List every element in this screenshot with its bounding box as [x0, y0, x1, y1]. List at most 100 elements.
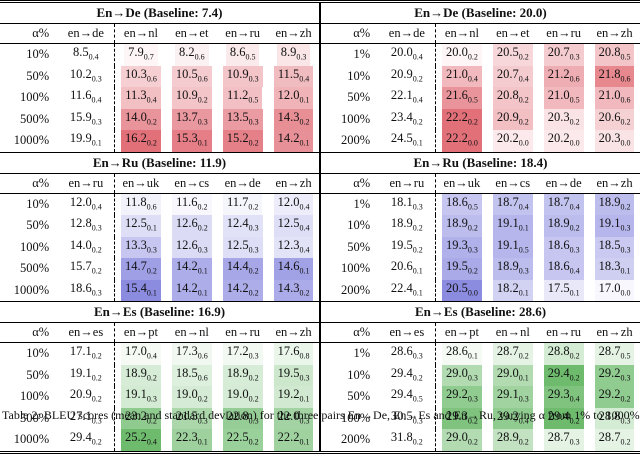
score-cell: 18.90.2 — [115, 364, 166, 386]
alpha-label: 50% — [347, 90, 371, 105]
score-std: 0.4 — [146, 95, 157, 105]
column-header: en→nl — [166, 323, 218, 343]
data-row: 50% 19.50.2 19.30.3 19.10.5 18.60.3 18.50.3 — [321, 236, 640, 258]
score-cell: 29.40.2 — [57, 429, 116, 451]
score-std: 0.2 — [412, 373, 423, 382]
alpha-label: 200% — [341, 282, 371, 297]
score-cell: 14.40.2 — [217, 258, 268, 280]
score-std: 0.2 — [518, 95, 529, 105]
column-header: en→nl — [114, 24, 167, 44]
score-mean: 12.5 — [226, 237, 249, 252]
score: 13.30.3 — [120, 236, 161, 258]
score: 12.50.1 — [120, 215, 161, 237]
score: 24.50.1 — [387, 130, 427, 152]
score-cell: 28.70.3 — [538, 429, 589, 451]
score-cell: 20.60.2 — [589, 108, 640, 130]
score: 28.70.2 — [492, 343, 533, 365]
alpha-label: 1000% — [13, 432, 50, 447]
score-cell: 13.50.3 — [217, 108, 268, 130]
score-std: 0.2 — [91, 437, 102, 447]
score-std: 0.3 — [569, 245, 580, 254]
score-mean: 14.7 — [124, 259, 147, 273]
score-cell: 19.30.3 — [436, 236, 487, 258]
score-cell: 15.70.2 — [57, 258, 116, 280]
score-std: 0.2 — [569, 416, 580, 425]
header-row: α% en→de en→nl en→et en→ru en→zh — [0, 24, 319, 44]
score-std: 0.1 — [467, 351, 478, 361]
column-header: en→nl — [435, 24, 488, 44]
score-std: 0.2 — [467, 437, 478, 447]
score: 29.40.2 — [66, 429, 106, 451]
score: 29.40.2 — [387, 365, 427, 387]
score: 17.10.2 — [66, 343, 106, 365]
score-std: 0.3 — [91, 416, 102, 425]
data-row: 10% 29.40.2 29.00.3 29.00.1 29.40.2 29.20.3 — [321, 364, 640, 387]
score: 8.60.5 — [225, 44, 260, 66]
score-cell: 18.70.4 — [538, 193, 589, 215]
score: 14.00.2 — [120, 108, 161, 130]
column-header: en→zh — [268, 24, 319, 44]
score-cell: 12.40.3 — [217, 215, 268, 237]
data-row: 10% 12.00.4 11.80.6 11.60.2 11.70.2 12.00.4 — [0, 193, 319, 215]
score-mean: 20.2 — [496, 131, 519, 145]
data-row: 50% 12.80.3 12.50.1 12.60.2 12.40.3 12.50.4 — [0, 215, 319, 237]
score-cell: 12.00.4 — [57, 193, 116, 215]
score-std: 0.3 — [467, 373, 478, 382]
score-mean: 21.5 — [175, 408, 198, 423]
score: 28.70.2 — [594, 429, 635, 451]
score-mean: 20.7 — [496, 66, 519, 81]
score-std: 0.4 — [299, 245, 310, 254]
data-row: 100% 20.90.2 19.10.3 19.00.2 19.00.2 19.20.1 — [0, 386, 319, 408]
data-row: 1% 28.60.3 28.60.1 28.70.2 28.80.2 28.70.5 — [321, 342, 640, 365]
alpha-label: 1000% — [13, 282, 50, 297]
panel-title: En→De (Baseline: 7.4) — [0, 3, 319, 24]
score-mean: 28.7 — [496, 344, 519, 358]
data-row: 200% 24.50.1 22.20.0 20.20.0 20.20.0 20.30.0 — [321, 130, 640, 152]
score-cell: 11.70.2 — [217, 193, 268, 215]
score-cell: 20.30.0 — [589, 130, 640, 152]
score: 29.20.3 — [594, 364, 635, 386]
score-cell: 22.20.1 — [268, 429, 319, 451]
score-mean: 18.5 — [598, 237, 621, 252]
data-row: 1000% 19.90.1 16.20.2 15.30.1 15.20.2 14.20.1 — [0, 130, 319, 152]
score-cell: 18.20.1 — [487, 279, 538, 301]
score: 22.20.0 — [441, 130, 482, 152]
score: 31.80.2 — [387, 429, 427, 451]
score-std: 0.6 — [197, 373, 208, 382]
data-row: 50% 22.10.4 21.60.5 20.80.2 21.00.5 21.00.6 — [321, 87, 640, 109]
score-std: 0.5 — [518, 245, 529, 254]
score-cell: 8.20.6 — [166, 44, 217, 66]
score-std: 0.1 — [412, 266, 423, 276]
score-cell: 18.30.1 — [589, 258, 640, 280]
score-cell: 20.30.2 — [538, 108, 589, 130]
score-std: 0.4 — [91, 202, 102, 211]
score-std: 0.6 — [146, 202, 157, 211]
score-mean: 20.8 — [598, 45, 621, 59]
column-header: en→ru — [378, 173, 437, 194]
score-cell: 15.90.3 — [57, 108, 116, 130]
score-cell: 29.20.3 — [589, 364, 640, 386]
score-cell: 12.60.2 — [166, 215, 217, 237]
alpha-label: 100% — [341, 261, 371, 276]
column-header: α% — [0, 323, 58, 343]
score-std: 0.3 — [620, 373, 631, 382]
data-row: 200% 22.40.1 20.50.0 18.20.1 17.50.1 17.00.0 — [321, 279, 640, 301]
score-mean: 18.6 — [547, 237, 570, 252]
data-row: 500% 15.90.3 14.00.2 13.70.3 13.50.3 14.30.2 — [0, 108, 319, 130]
score-cell: 17.60.8 — [268, 343, 319, 365]
score-mean: 18.2 — [496, 280, 519, 295]
data-row: 50% 19.10.2 18.90.2 18.50.6 18.90.2 19.50.3 — [0, 364, 319, 386]
score: 29.00.2 — [441, 429, 482, 451]
score-mean: 17.2 — [226, 344, 249, 358]
score-std: 0.2 — [412, 223, 423, 233]
alpha-label: 50% — [26, 218, 50, 233]
score: 12.30.4 — [273, 236, 314, 258]
score-std: 0.6 — [197, 74, 208, 83]
score-std: 0.1 — [518, 288, 529, 297]
score-std: 0.3 — [467, 245, 478, 254]
score-mean: 12.0 — [69, 194, 92, 209]
score-std: 0.2 — [299, 117, 310, 126]
alpha-label: 100% — [20, 389, 50, 404]
score-mean: 21.0 — [445, 66, 468, 81]
